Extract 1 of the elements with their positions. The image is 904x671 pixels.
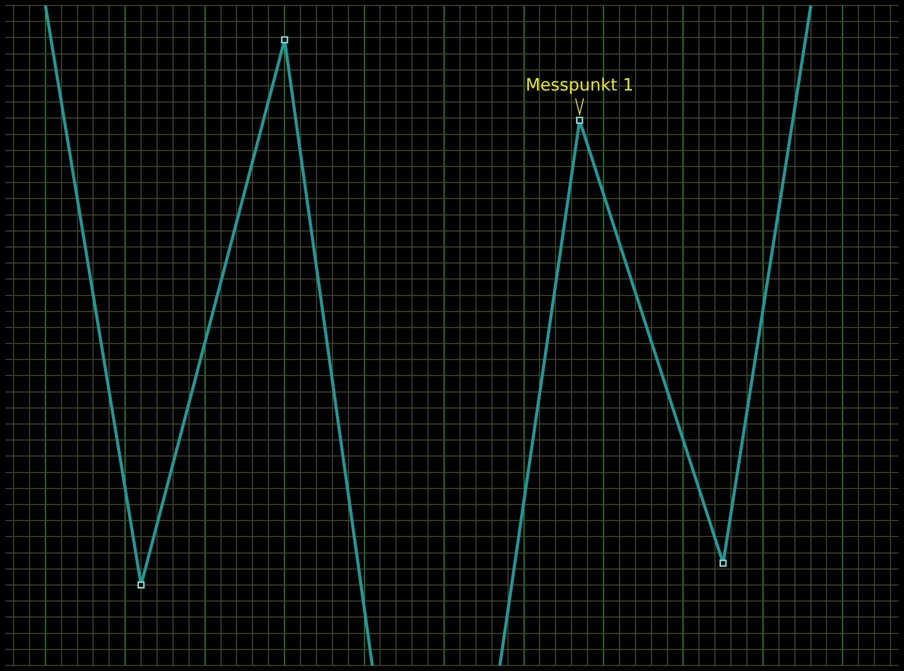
annotation: Messpunkt 1 [526, 75, 634, 96]
